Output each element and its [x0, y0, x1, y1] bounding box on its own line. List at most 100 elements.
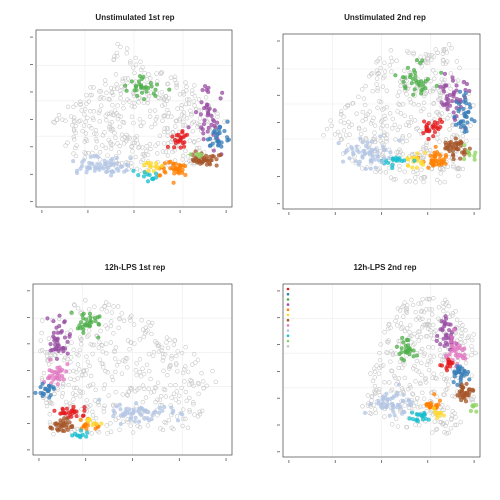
background-point [60, 381, 66, 387]
cluster-point [404, 350, 409, 355]
cluster-point [118, 407, 123, 412]
background-point [381, 106, 387, 111]
background-point [338, 119, 343, 124]
cluster-point [431, 163, 436, 168]
cluster-point [96, 335, 101, 340]
background-point [373, 410, 378, 416]
background-point [456, 173, 461, 179]
background-point [471, 103, 476, 108]
background-point [424, 322, 429, 327]
background-point [128, 61, 133, 66]
cluster-point [445, 107, 450, 112]
background-point [98, 328, 103, 334]
background-point [195, 357, 201, 363]
cluster-point [444, 101, 449, 106]
cluster-point [211, 130, 216, 135]
background-point [104, 351, 109, 356]
cluster-point [178, 135, 183, 140]
background-point [460, 133, 466, 139]
cluster-point [167, 87, 172, 92]
background-point [112, 54, 117, 59]
cluster-point [336, 141, 341, 146]
background-point [468, 123, 473, 128]
background-point [115, 54, 120, 59]
background-point [174, 389, 179, 394]
background-point [105, 153, 110, 158]
background-point [394, 58, 399, 63]
background-point [74, 426, 80, 432]
background-point [56, 112, 62, 118]
background-point [350, 101, 355, 106]
background-point [78, 342, 84, 347]
background-point [421, 353, 427, 358]
background-point [406, 120, 411, 125]
background-point [184, 88, 189, 93]
background-point [454, 422, 459, 428]
background-point [115, 141, 120, 146]
background-point [123, 139, 129, 144]
background-point [140, 65, 145, 70]
legend-swatch [286, 339, 290, 343]
cluster-point [433, 144, 438, 149]
background-point [433, 375, 438, 381]
background-point [142, 71, 147, 76]
background-point [107, 111, 112, 117]
background-point [421, 146, 426, 152]
background-point [137, 168, 143, 173]
background-point [405, 326, 410, 331]
background-point [383, 170, 389, 175]
background-point [111, 57, 117, 62]
cluster-point [86, 418, 91, 423]
cluster-point [458, 353, 463, 358]
background-point [116, 150, 122, 155]
cluster-point [54, 422, 59, 427]
background-point [402, 403, 407, 408]
background-point [404, 306, 409, 311]
background-point [440, 357, 445, 362]
cluster-point [451, 110, 456, 115]
cluster-point [403, 86, 408, 91]
background-point [402, 113, 407, 118]
background-point [97, 108, 102, 113]
background-point [409, 340, 414, 345]
background-point [113, 135, 118, 140]
background-point [83, 151, 88, 156]
background-point [329, 123, 334, 129]
background-point [114, 363, 120, 368]
background-point [71, 302, 77, 307]
background-point [153, 385, 159, 391]
background-point [112, 130, 117, 136]
background-point [186, 101, 192, 106]
background-point [433, 47, 438, 52]
cluster-point [99, 421, 104, 426]
background-point [192, 412, 197, 417]
background-point [147, 368, 152, 374]
cluster-point [178, 145, 183, 150]
background-point [384, 136, 389, 141]
background-point [93, 387, 98, 393]
background-point [81, 123, 87, 128]
cluster-point [180, 130, 185, 135]
background-point [185, 425, 191, 430]
cluster-point [149, 84, 154, 89]
cluster-point [101, 166, 106, 171]
background-point [402, 300, 407, 305]
background-point [83, 298, 88, 303]
background-point [179, 385, 184, 391]
cluster-point [404, 337, 409, 342]
background-point [362, 127, 368, 132]
background-point [173, 124, 178, 129]
cluster-point [471, 403, 476, 408]
background-point [440, 51, 446, 56]
cluster-point [196, 158, 201, 163]
background-point [403, 179, 409, 184]
background-point [407, 330, 412, 335]
cluster-point [67, 334, 72, 339]
background-point [88, 403, 93, 408]
cluster-point [363, 143, 369, 148]
background-point [68, 355, 74, 360]
background-point [153, 339, 158, 344]
background-point [159, 345, 165, 351]
cluster-point [340, 159, 346, 164]
cluster-point [137, 419, 142, 424]
